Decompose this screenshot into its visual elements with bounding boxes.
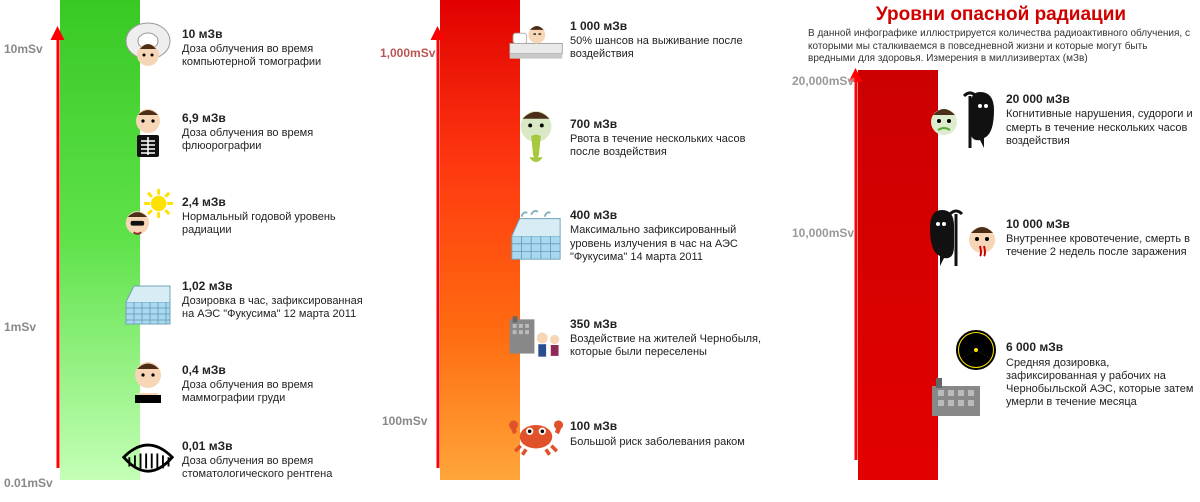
panel-high: Уровни опасной радиации В данной инфогра… xyxy=(798,0,1200,502)
dose-desc: Доза облучения во время компьютерной том… xyxy=(182,43,377,69)
vomit-icon xyxy=(508,110,564,166)
dose-value: 0,01 мЗв xyxy=(182,439,377,453)
dose-row: 100 мЗв Большой риск заболевания раком xyxy=(508,406,745,462)
dose-value: 1,02 мЗв xyxy=(182,279,377,293)
axis-label: 1,000mSv xyxy=(380,46,435,60)
dose-desc: Внутреннее кровотечение, смерть в течени… xyxy=(1006,233,1200,259)
dose-row: 0,4 мЗв Доза облучения во время маммограф… xyxy=(120,356,377,412)
dose-row: 700 мЗв Рвота в течение нескольких часов … xyxy=(508,110,765,166)
dose-desc: Дозировка в час, зафиксированная на АЭС … xyxy=(182,295,377,321)
dose-value: 1 000 мЗв xyxy=(570,19,765,33)
xray-icon xyxy=(120,104,176,160)
axis-label: 0.01mSv xyxy=(4,476,53,490)
dose-row: 1 000 мЗв 50% шансов на выживание после в… xyxy=(508,12,765,68)
dose-desc: Когнитивные нарушения, судороги и смерть… xyxy=(1006,108,1200,148)
dose-value: 10 мЗв xyxy=(182,27,377,41)
main-subtitle: В данной инфографике иллюстрируется коли… xyxy=(808,28,1194,66)
arrow-mid xyxy=(437,38,440,468)
dose-value: 100 мЗв xyxy=(570,419,745,433)
dose-value: 6 000 мЗв xyxy=(1006,340,1200,354)
bed-icon xyxy=(508,12,564,68)
dose-desc: Воздействие на жителей Чернобыля, которы… xyxy=(570,333,765,359)
dose-row: 2,4 мЗв Нормальный годовой уровень радиац… xyxy=(120,188,377,244)
dose-row: 10 000 мЗв Внутреннее кровотечение, смерт… xyxy=(928,210,1200,266)
dose-row: 1,02 мЗв Дозировка в час, зафиксированная… xyxy=(120,272,377,328)
panel-low: 10mSv 1mSv 0.01mSv 10 мЗв Доза облучения … xyxy=(0,0,400,502)
dose-desc: Нормальный годовой уровень радиации xyxy=(182,211,377,237)
npp-icon xyxy=(508,208,564,264)
axis-label: 100mSv xyxy=(382,414,427,428)
dose-row: 20 000 мЗв Когнитивные нарушения, судорог… xyxy=(928,92,1200,148)
dose-desc: Большой риск заболевания раком xyxy=(570,436,745,449)
crab-icon xyxy=(508,406,564,462)
dose-row: 350 мЗв Воздействие на жителей Чернобыля,… xyxy=(508,310,765,366)
axis-label: 1mSv xyxy=(4,320,36,334)
dose-desc: Доза облучения во время флюорографии xyxy=(182,127,377,153)
people-icon xyxy=(508,310,564,366)
dose-value: 400 мЗв xyxy=(570,208,765,222)
dose-value: 2,4 мЗв xyxy=(182,195,377,209)
dose-desc: Рвота в течение нескольких часов после в… xyxy=(570,133,765,159)
axis-label: 10mSv xyxy=(4,42,43,56)
dose-value: 20 000 мЗв xyxy=(1006,92,1200,106)
scale-column-high xyxy=(858,70,938,480)
haz-plant-icon xyxy=(928,330,1000,420)
dose-desc: Доза облучения во время стоматологическо… xyxy=(182,455,377,481)
dose-row: 6 000 мЗв Средняя дозировка, зафиксирован… xyxy=(928,330,1200,420)
mammo-icon xyxy=(120,356,176,412)
dose-row: 6,9 мЗв Доза облучения во время флюорогра… xyxy=(120,104,377,160)
death-conv-icon xyxy=(928,92,1000,148)
panel-mid: 1,000mSv 100mSv 1 000 мЗв50% шансов на в… xyxy=(400,0,798,502)
dose-value: 700 мЗв xyxy=(570,117,765,131)
dose-value: 350 мЗв xyxy=(570,317,765,331)
dose-row: 10 мЗв Доза облучения во время компьютерн… xyxy=(120,20,377,76)
ct-scan-icon xyxy=(120,20,176,76)
dental-icon xyxy=(120,432,176,488)
axis-label: 20,000mSv xyxy=(792,74,854,88)
dose-desc: Доза облучения во время маммографии груд… xyxy=(182,379,377,405)
dose-desc: Средняя дозировка, зафиксированная у раб… xyxy=(1006,357,1200,410)
dose-row: 400 мЗв Максимально зафиксированный урове… xyxy=(508,208,765,264)
arrow-low xyxy=(57,38,60,468)
sun-icon xyxy=(120,188,176,244)
dose-value: 0,4 мЗв xyxy=(182,363,377,377)
axis-label: 10,000mSv xyxy=(792,226,854,240)
death-bled-icon xyxy=(928,210,1000,266)
dose-value: 6,9 мЗв xyxy=(182,111,377,125)
dose-desc: 50% шансов на выживание после воздействи… xyxy=(570,35,765,61)
dose-desc: Максимально зафиксированный уровень излу… xyxy=(570,224,765,264)
arrow-high xyxy=(855,80,858,460)
dose-value: 10 000 мЗв xyxy=(1006,217,1200,231)
dose-row: 0,01 мЗв Доза облучения во время стоматол… xyxy=(120,432,377,488)
plant-icon xyxy=(120,272,176,328)
main-title: Уровни опасной радиации xyxy=(808,4,1194,27)
